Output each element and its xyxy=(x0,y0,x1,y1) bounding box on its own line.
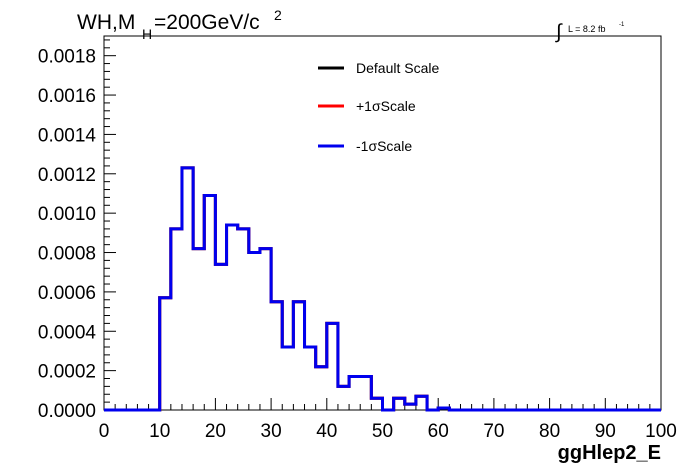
x-tick-label: 80 xyxy=(539,421,560,442)
x-axis: 0 10 20 30 40 50 60 70 80 90 100 xyxy=(99,398,677,442)
legend-entry-minus-1sigma: -1σScale xyxy=(356,138,412,154)
x-tick-label: 30 xyxy=(261,421,282,442)
x-tick-label: 100 xyxy=(645,421,677,442)
chart-title-prefix: WH,M xyxy=(77,11,135,34)
plot-frame xyxy=(103,35,662,411)
y-tick-label: 0.0008 xyxy=(38,244,96,265)
y-tick-label: 0.0004 xyxy=(38,322,97,343)
y-tick-label: 0.0016 xyxy=(38,86,96,107)
y-tick-label: 0.0018 xyxy=(38,47,96,68)
y-tick-label: 0.0012 xyxy=(38,165,96,186)
series-layer xyxy=(104,166,661,412)
chart-title-mid: =200GeV/c xyxy=(154,11,260,34)
x-axis-title: ggHlep2_E xyxy=(558,442,661,464)
y-tick-label: 0.0010 xyxy=(38,204,96,225)
luminosity-superscript: -1 xyxy=(619,22,625,28)
x-tick-label: 50 xyxy=(372,421,393,442)
legend-entry-default-scale: Default Scale xyxy=(356,60,439,76)
y-tick-label: 0.0002 xyxy=(38,362,96,383)
x-tick-label: 0 xyxy=(99,421,110,442)
series-line-1 xyxy=(104,166,661,412)
chart-title-superscript: 2 xyxy=(274,7,282,23)
y-tick-label: 0.0006 xyxy=(38,283,96,304)
legend-entry-plus-1sigma: +1σScale xyxy=(356,98,416,114)
legend: Default Scale +1σScale -1σScale xyxy=(318,60,439,154)
integral-symbol: ∫ xyxy=(555,21,563,43)
x-tick-label: 10 xyxy=(149,421,170,442)
y-axis: 0.0000 0.0002 0.0004 0.0006 0.0008 0.0010 0.00… xyxy=(38,39,116,422)
x-tick-label: 20 xyxy=(205,421,226,442)
series-line-2 xyxy=(104,166,661,412)
luminosity-label: L = 8.2 fb xyxy=(568,24,605,34)
series-line-0 xyxy=(104,166,661,412)
chart-title-subscript: H xyxy=(142,26,152,42)
x-tick-label: 60 xyxy=(428,421,449,442)
x-tick-label: 90 xyxy=(595,421,616,442)
y-tick-label: 0.0000 xyxy=(38,401,96,422)
x-tick-label: 40 xyxy=(316,421,337,442)
y-tick-label: 0.0014 xyxy=(38,125,97,146)
x-tick-label: 70 xyxy=(483,421,504,442)
